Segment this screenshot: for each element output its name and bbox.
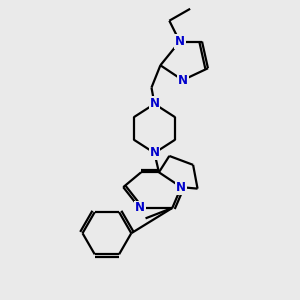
Text: N: N — [176, 181, 186, 194]
Text: N: N — [149, 98, 160, 110]
Text: N: N — [175, 35, 185, 48]
Text: N: N — [178, 74, 188, 87]
Text: N: N — [135, 202, 145, 214]
Text: N: N — [149, 146, 160, 160]
